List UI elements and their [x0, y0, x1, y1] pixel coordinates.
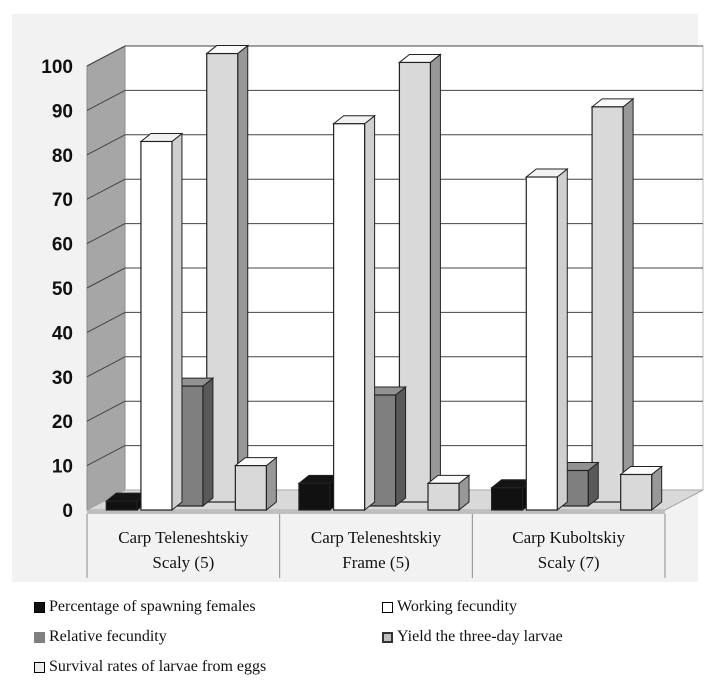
y-tick-label: 10: [52, 457, 73, 478]
category-label: Scaly (7): [538, 553, 600, 572]
y-tick-label: 70: [52, 190, 73, 211]
category-label: Carp Kuboltskiy: [512, 528, 625, 547]
category-label: Scaly (5): [152, 553, 214, 572]
bar: [592, 99, 633, 502]
bar-front: [592, 107, 623, 502]
bar-front: [428, 483, 459, 510]
bar: [526, 169, 567, 510]
legend-swatch-working: [382, 602, 393, 613]
y-tick-label: 90: [52, 101, 73, 122]
bar-side: [396, 387, 406, 506]
bar-front: [106, 501, 137, 510]
bar-side: [203, 378, 213, 506]
bar: [141, 133, 182, 510]
floor-edge: [87, 510, 665, 514]
legend-swatch-relative: [34, 632, 45, 643]
bar-front: [235, 466, 266, 510]
category-label: Carp Teleneshtskiy: [311, 528, 442, 547]
bar: [334, 116, 375, 510]
bar-side: [430, 54, 440, 502]
bar: [235, 458, 276, 510]
bar: [621, 466, 662, 510]
y-tick-label: 80: [52, 146, 73, 167]
bar-front: [334, 124, 365, 510]
legend-label: Percentage of spawning females: [49, 598, 256, 616]
legend-item-working: Working fecundity: [382, 598, 517, 616]
bar-side: [623, 99, 633, 502]
legend-item-survival: Survival rates of larvae from eggs: [34, 658, 266, 676]
bar-side: [365, 116, 375, 510]
legend-item-yield: Yield the three-day larvae: [382, 628, 563, 646]
y-tick-label: 0: [62, 501, 73, 522]
legend-label: Survival rates of larvae from eggs: [49, 658, 266, 676]
y-tick-label: 50: [52, 279, 73, 300]
legend-swatch-spawning: [34, 602, 45, 613]
y-tick-label: 30: [52, 368, 73, 389]
y-tick-label: 20: [52, 412, 73, 433]
bar-side: [557, 169, 567, 510]
bar-side: [266, 458, 276, 510]
bar-front: [299, 483, 330, 510]
y-tick-label: 100: [41, 57, 73, 78]
legend-item-relative: Relative fecundity: [34, 628, 167, 646]
bar-side: [238, 46, 248, 502]
bar-side: [172, 133, 182, 510]
bar-front: [492, 488, 523, 510]
bar: [428, 475, 469, 510]
bar-front: [141, 141, 172, 510]
y-tick-label: 60: [52, 235, 73, 256]
legend-label: Relative fecundity: [49, 628, 167, 646]
category-label: Carp Teleneshtskiy: [118, 528, 249, 547]
legend-label: Working fecundity: [397, 598, 517, 616]
legend-swatch-yield: [382, 632, 393, 643]
legend-swatch-survival: [34, 662, 45, 673]
category-label: Frame (5): [342, 553, 410, 572]
bar-front: [526, 177, 557, 510]
legend-item-spawning: Percentage of spawning females: [34, 598, 256, 616]
bar-front: [621, 474, 652, 510]
legend-label: Yield the three-day larvae: [397, 628, 563, 646]
y-tick-label: 40: [52, 323, 73, 344]
